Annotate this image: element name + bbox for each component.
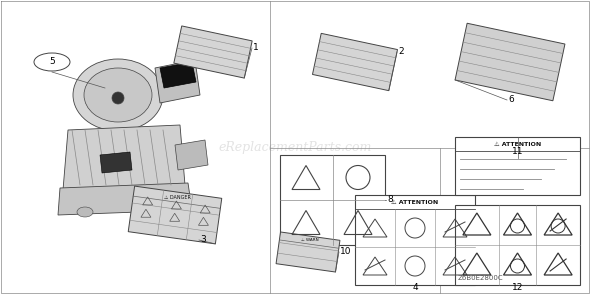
FancyBboxPatch shape	[355, 195, 475, 285]
Polygon shape	[63, 125, 185, 190]
Text: 5: 5	[49, 58, 55, 66]
Polygon shape	[160, 62, 196, 88]
Polygon shape	[58, 183, 192, 215]
Text: 8: 8	[387, 196, 393, 204]
Text: 4: 4	[412, 283, 418, 291]
Text: 11: 11	[512, 148, 523, 157]
Text: ⚠ ATTENTION: ⚠ ATTENTION	[494, 142, 541, 147]
FancyBboxPatch shape	[455, 205, 580, 285]
Polygon shape	[128, 186, 222, 244]
Polygon shape	[175, 140, 208, 170]
Text: 10: 10	[340, 248, 352, 256]
Circle shape	[112, 92, 124, 104]
Ellipse shape	[73, 59, 163, 131]
Ellipse shape	[77, 207, 93, 217]
Ellipse shape	[132, 207, 148, 217]
Text: 2: 2	[398, 47, 404, 57]
Text: 1: 1	[253, 43, 259, 53]
Text: eReplacementParts.com: eReplacementParts.com	[218, 142, 372, 155]
FancyBboxPatch shape	[455, 137, 580, 195]
Text: 6: 6	[508, 96, 514, 104]
Text: ⚠ DANGER: ⚠ DANGER	[164, 195, 191, 200]
Ellipse shape	[34, 53, 70, 71]
Text: ⚠ ATTENTION: ⚠ ATTENTION	[391, 199, 438, 204]
Polygon shape	[455, 23, 565, 101]
Polygon shape	[155, 60, 200, 103]
FancyBboxPatch shape	[280, 155, 385, 245]
Polygon shape	[276, 232, 340, 272]
Polygon shape	[313, 33, 398, 91]
Text: 3: 3	[200, 235, 206, 245]
Polygon shape	[174, 26, 252, 78]
Text: ⚠ WARN: ⚠ WARN	[301, 238, 319, 242]
Ellipse shape	[84, 68, 152, 122]
Text: 12: 12	[512, 283, 523, 291]
Polygon shape	[100, 152, 132, 173]
Text: Z6B0E2800C: Z6B0E2800C	[458, 275, 504, 281]
